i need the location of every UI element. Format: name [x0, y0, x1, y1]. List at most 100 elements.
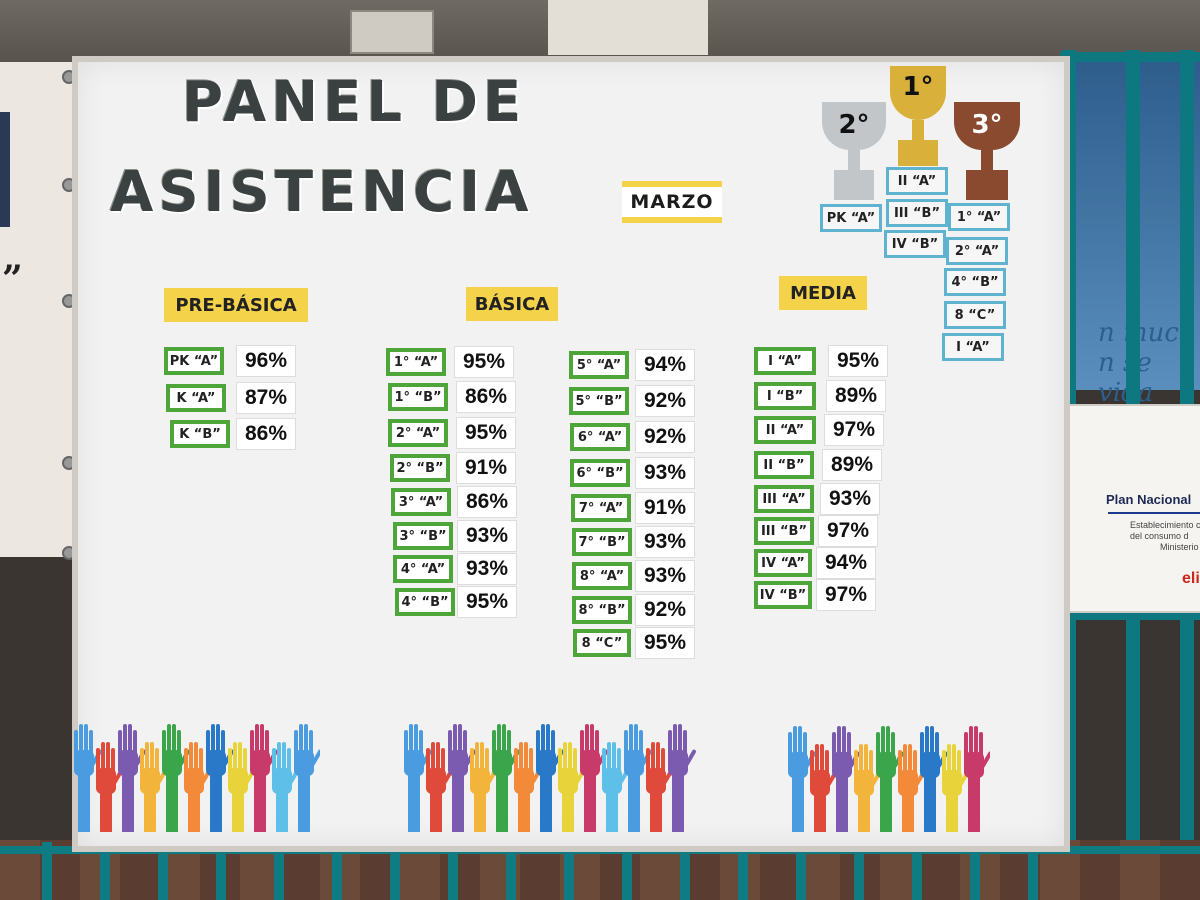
- attendance-percent: 95%: [454, 346, 514, 378]
- attendance-percent: 93%: [635, 560, 695, 592]
- attendance-percent: 86%: [457, 486, 517, 518]
- attendance-percent: 94%: [635, 349, 695, 381]
- attendance-percent: 93%: [457, 520, 517, 552]
- attendance-percent: 97%: [824, 414, 884, 446]
- class-label: 1° “B”: [388, 383, 448, 411]
- ceiling-beam: [548, 0, 708, 55]
- podium-tag-first: IV “B”: [884, 230, 946, 258]
- attendance-percent: 93%: [635, 457, 695, 489]
- fence-bar: [738, 842, 748, 900]
- trophy-second-stem: [848, 150, 860, 170]
- month-label: MARZO: [622, 181, 722, 223]
- plan-sign-text: Establecimiento con del consumo d Minist…: [1130, 520, 1200, 553]
- raised-hand-icon: [184, 742, 212, 832]
- trophy-first-base: [898, 140, 938, 166]
- fence-bar: [564, 842, 574, 900]
- section-header-prebasica: PRE-BÁSICA: [164, 288, 308, 322]
- plan-nacional-sign: Plan Nacional Establecimiento con del co…: [1056, 404, 1200, 613]
- trophy-third: 3°: [948, 102, 1026, 200]
- class-label: 5° “B”: [569, 387, 629, 415]
- class-label: II “B”: [754, 451, 814, 479]
- attendance-percent: 89%: [822, 449, 882, 481]
- trophy-third-base: [966, 170, 1008, 200]
- attendance-percent: 92%: [635, 421, 695, 453]
- podium-tag-first: II “A”: [886, 167, 948, 195]
- attendance-percent: 95%: [457, 586, 517, 618]
- class-label: K “A”: [166, 384, 226, 412]
- attendance-percent: 93%: [820, 483, 880, 515]
- class-label: PK “A”: [164, 347, 224, 375]
- attendance-percent: 91%: [635, 492, 695, 524]
- class-label: 3° “B”: [393, 522, 453, 550]
- class-label: 7° “B”: [572, 528, 632, 556]
- fence-bar: [448, 842, 458, 900]
- ceiling-vent: [350, 10, 434, 54]
- section-header-media: MEDIA: [779, 276, 867, 310]
- mural-text-line-2: n se vida: [1098, 348, 1153, 408]
- raised-hands-decoration: [788, 726, 990, 832]
- class-label: III “B”: [754, 517, 814, 545]
- class-label: 7° “A”: [571, 494, 631, 522]
- class-label: K “B”: [170, 420, 230, 448]
- podium-tag-third: 4° “B”: [944, 268, 1006, 296]
- attendance-percent: 97%: [816, 579, 876, 611]
- board-title-line-2: ASISTENCIA: [110, 160, 534, 225]
- raised-hand-icon: [580, 724, 608, 832]
- class-label: 2° “B”: [390, 454, 450, 482]
- raised-hand-icon: [964, 726, 990, 832]
- raised-hand-icon: [140, 742, 168, 832]
- fence-bar: [216, 842, 226, 900]
- class-label: 1° “A”: [386, 348, 446, 376]
- plan-sign-brand: eli: [1182, 570, 1200, 587]
- attendance-percent: 95%: [456, 417, 516, 449]
- raised-hand-icon: [920, 726, 948, 832]
- raised-hand-icon: [942, 744, 970, 832]
- attendance-percent: 96%: [236, 345, 296, 377]
- trophy-third-cup: [954, 102, 1020, 150]
- class-label: III “A”: [754, 485, 814, 513]
- fence-bar: [854, 842, 864, 900]
- section-header-basica: BÁSICA: [466, 287, 558, 321]
- podium-tag-third: 8 “C”: [944, 301, 1006, 329]
- attendance-percent: 92%: [635, 594, 695, 626]
- class-label: 2° “A”: [388, 419, 448, 447]
- trophy-second-label: 2°: [838, 110, 870, 140]
- attendance-percent: 93%: [635, 526, 695, 558]
- banner-quote: ”: [2, 258, 23, 300]
- raised-hand-icon: [404, 724, 432, 832]
- raised-hand-icon: [492, 724, 520, 832]
- plan-sign-line-1: Establecimiento con: [1130, 520, 1200, 530]
- gate-rail: [1060, 52, 1200, 62]
- fence-bar: [332, 842, 342, 900]
- class-label: 8 “C”: [573, 629, 631, 657]
- gate-rail: [1060, 610, 1200, 620]
- attendance-percent: 86%: [456, 381, 516, 413]
- class-label: I “B”: [754, 382, 816, 410]
- raised-hand-icon: [810, 744, 838, 832]
- raised-hand-icon: [118, 724, 146, 832]
- class-label: 6° “A”: [570, 423, 630, 451]
- attendance-percent: 95%: [828, 345, 888, 377]
- trophy-first-label: 1°: [902, 72, 934, 102]
- attendance-percent: 93%: [457, 553, 517, 585]
- trophy-second-cup: [822, 102, 886, 150]
- podium-tag-third: 1° “A”: [948, 203, 1010, 231]
- plan-sign-line-2: del consumo d: [1130, 531, 1189, 541]
- fence-bar: [506, 842, 516, 900]
- raised-hand-icon: [788, 726, 816, 832]
- raised-hand-icon: [272, 742, 300, 832]
- class-label: 6° “B”: [570, 459, 630, 487]
- raised-hand-icon: [668, 724, 696, 832]
- raised-hand-icon: [602, 742, 630, 832]
- fence-bar: [1028, 842, 1038, 900]
- plan-sign-title: Plan Nacional: [1106, 492, 1192, 507]
- fence-bar: [680, 842, 690, 900]
- fence-bar: [42, 842, 52, 900]
- class-label: II “A”: [754, 416, 816, 444]
- class-label: 8° “A”: [572, 562, 632, 590]
- class-label: 3° “A”: [391, 488, 451, 516]
- attendance-percent: 87%: [236, 382, 296, 414]
- class-label: IV “B”: [754, 581, 812, 609]
- class-label: IV “A”: [754, 549, 812, 577]
- plan-sign-line-3: Ministerio: [1160, 542, 1199, 552]
